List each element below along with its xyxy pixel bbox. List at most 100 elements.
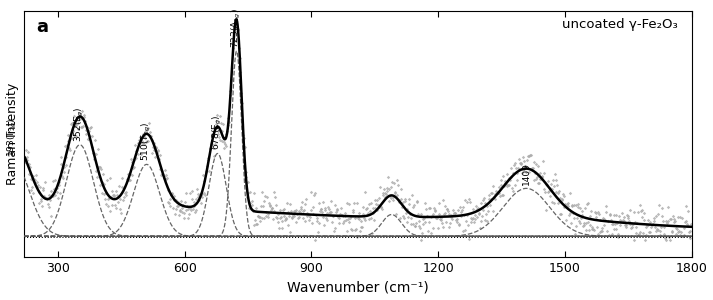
Point xyxy=(166,191,178,196)
Point xyxy=(495,178,506,183)
Point xyxy=(568,216,579,220)
Point xyxy=(637,208,648,212)
Point xyxy=(542,178,553,183)
Point xyxy=(493,190,504,195)
Point xyxy=(410,220,421,225)
Point xyxy=(96,190,108,195)
Point xyxy=(635,208,647,213)
Point xyxy=(525,152,537,157)
Point xyxy=(560,218,571,222)
Point xyxy=(563,204,574,209)
Point xyxy=(476,213,488,218)
Point xyxy=(252,213,264,218)
Point xyxy=(191,186,202,191)
Point xyxy=(613,214,625,218)
Point xyxy=(240,144,251,149)
Point xyxy=(299,201,310,206)
Point xyxy=(73,120,84,125)
Point xyxy=(347,228,358,233)
Point xyxy=(621,213,632,218)
Point xyxy=(169,212,180,217)
Point xyxy=(652,227,664,232)
Point xyxy=(353,211,364,215)
Point xyxy=(91,168,102,173)
Point xyxy=(490,197,501,202)
Point xyxy=(289,208,301,213)
Point xyxy=(338,218,349,223)
Point xyxy=(423,206,434,211)
Point xyxy=(535,177,546,182)
Point xyxy=(57,176,68,181)
Point xyxy=(325,199,337,204)
Point xyxy=(481,204,493,208)
Point xyxy=(436,220,448,225)
Point xyxy=(549,172,560,177)
Point xyxy=(86,145,97,149)
Point xyxy=(292,212,303,217)
Point xyxy=(29,177,40,182)
Point xyxy=(243,206,255,210)
Point xyxy=(296,200,307,204)
Point xyxy=(610,226,621,231)
Text: 1409: 1409 xyxy=(522,162,531,185)
Point xyxy=(670,225,682,230)
Point xyxy=(480,218,491,222)
Point xyxy=(263,200,275,205)
Point xyxy=(439,204,451,209)
Point xyxy=(411,199,422,203)
Point xyxy=(476,201,487,206)
Point xyxy=(434,217,446,221)
Point xyxy=(120,190,132,194)
Point xyxy=(78,113,89,118)
Point xyxy=(249,191,260,196)
Point xyxy=(371,197,382,202)
Point xyxy=(39,194,50,199)
Point xyxy=(580,221,591,226)
Point xyxy=(512,178,523,182)
Point xyxy=(43,193,54,197)
Point xyxy=(684,236,696,240)
Point xyxy=(228,38,240,43)
Point xyxy=(487,184,498,189)
Point xyxy=(262,195,273,200)
Point xyxy=(120,193,131,197)
Point xyxy=(200,192,211,197)
Point xyxy=(307,212,318,217)
Point xyxy=(293,215,304,220)
Point xyxy=(352,216,364,221)
Point xyxy=(379,191,390,196)
Point xyxy=(544,193,555,198)
Point xyxy=(71,115,83,119)
Point xyxy=(173,203,184,208)
Point xyxy=(211,112,222,117)
Point xyxy=(53,196,64,200)
Point xyxy=(114,207,125,212)
Point xyxy=(113,184,125,189)
Point xyxy=(209,125,220,130)
Point xyxy=(500,179,511,184)
Point xyxy=(538,187,550,192)
Point xyxy=(520,166,531,171)
Point xyxy=(158,176,170,181)
Point xyxy=(431,216,442,220)
Point xyxy=(627,222,638,226)
Point xyxy=(567,202,578,207)
Point xyxy=(681,203,692,208)
Point xyxy=(463,237,474,242)
Point xyxy=(259,216,270,221)
Point xyxy=(428,226,439,230)
Point xyxy=(576,208,588,213)
Point xyxy=(262,212,274,216)
Point xyxy=(210,142,221,146)
Point xyxy=(190,196,202,201)
Point xyxy=(272,220,284,224)
Point xyxy=(630,220,641,225)
Point xyxy=(682,208,694,213)
Point xyxy=(468,219,480,224)
Point xyxy=(467,215,478,220)
Point xyxy=(553,188,565,193)
Point xyxy=(381,189,392,194)
Point xyxy=(218,146,230,150)
Point xyxy=(662,219,674,224)
Point xyxy=(128,158,140,163)
